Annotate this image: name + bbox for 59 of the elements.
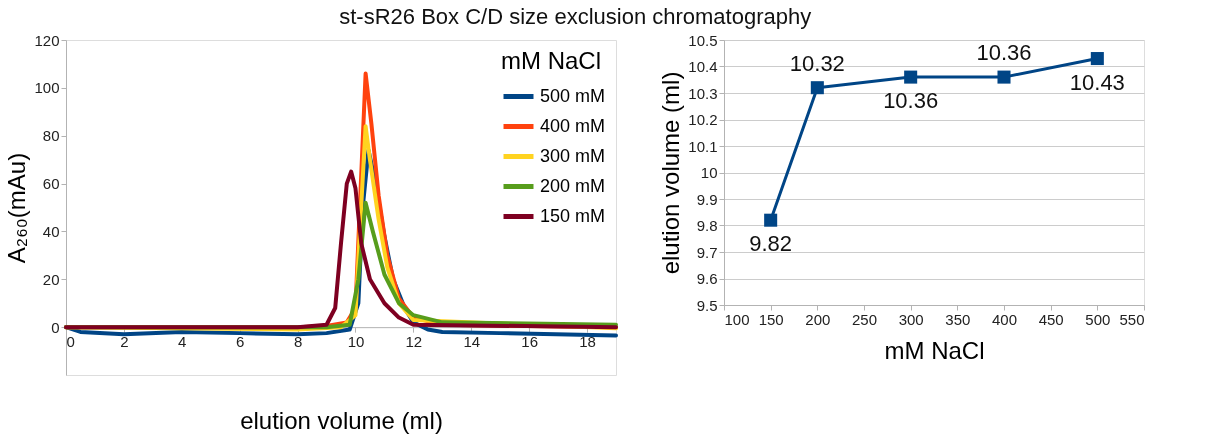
chart-title: st-sR26 Box C/D size exclusion chromatography <box>339 3 812 29</box>
y-tick-label: 10 <box>700 164 718 181</box>
x-tick-label: 12 <box>405 332 423 350</box>
x-axis-title: elution volume (ml) <box>240 406 443 434</box>
y-tick-label: 60 <box>42 175 60 193</box>
legend-title: mM NaCl <box>501 47 601 74</box>
data-label: 9.82 <box>749 231 793 257</box>
x-tick-label: 18 <box>579 332 596 350</box>
y-tick-label: 10.1 <box>688 137 718 155</box>
point <box>810 81 824 95</box>
x-tick-label: 250 <box>851 310 878 328</box>
y-tick-label: 9.9 <box>696 190 718 208</box>
x-tick-label: 4 <box>178 332 187 350</box>
y-tick-label: 10.4 <box>688 58 718 75</box>
y-tick-label: 10.2 <box>688 111 718 128</box>
legend-label: 300 mM <box>540 145 606 166</box>
line-series <box>64 169 618 330</box>
y-tick-label: 80 <box>42 127 60 145</box>
x-tick-label: 150 <box>758 310 784 328</box>
point <box>904 70 918 84</box>
x-tick-label: 450 <box>1038 310 1064 328</box>
x-tick-label: 0 <box>66 332 75 350</box>
data-label: 10.36 <box>976 40 1032 66</box>
x-tick-label: 350 <box>945 310 971 328</box>
point <box>764 213 778 227</box>
x-tick-label: 400 <box>991 310 1018 328</box>
x-tick-label: 10 <box>347 332 365 350</box>
legend-label: 200 mM <box>540 175 606 196</box>
point <box>997 70 1011 84</box>
y-tick-label: 10.3 <box>688 84 718 102</box>
data-label: 10.43 <box>1069 69 1125 95</box>
y-tick-label: 9.8 <box>696 217 718 234</box>
y-tick-label: 10.5 <box>688 31 718 49</box>
x-tick-label: 550 <box>1119 310 1145 328</box>
y-tick-label: 40 <box>42 222 60 240</box>
legend-label: 150 mM <box>540 205 606 226</box>
x-tick-label: 6 <box>236 332 245 350</box>
data-label: 10.36 <box>883 88 939 114</box>
x-tick-label: 100 <box>724 310 750 328</box>
x-tick-label: 300 <box>898 310 924 328</box>
x-axis-title: mM NaCl <box>884 336 985 364</box>
data-label: 10.32 <box>789 50 845 76</box>
legend-label: 500 mM <box>540 85 606 106</box>
x-tick-label: 16 <box>521 332 538 350</box>
x-tick-label: 14 <box>463 332 481 350</box>
point <box>1090 52 1104 66</box>
y-tick-label: 100 <box>34 79 60 97</box>
y-tick-label: 9.5 <box>696 296 718 314</box>
y-tick-label: 120 <box>34 31 60 49</box>
y-tick-label: 9.7 <box>696 243 718 261</box>
x-tick-label: 8 <box>293 332 303 350</box>
legend-label: 400 mM <box>540 115 606 136</box>
y-axis-title: elution volume (ml) <box>657 71 685 275</box>
y-tick-label: 20 <box>42 270 60 288</box>
x-tick-label: 500 <box>1085 310 1111 328</box>
x-tick-label: 200 <box>805 310 831 328</box>
y-tick-label: 9.6 <box>696 270 718 287</box>
y-axis-title: A₂₆₀(mAu) <box>3 152 31 264</box>
x-tick-label: 2 <box>120 332 129 350</box>
